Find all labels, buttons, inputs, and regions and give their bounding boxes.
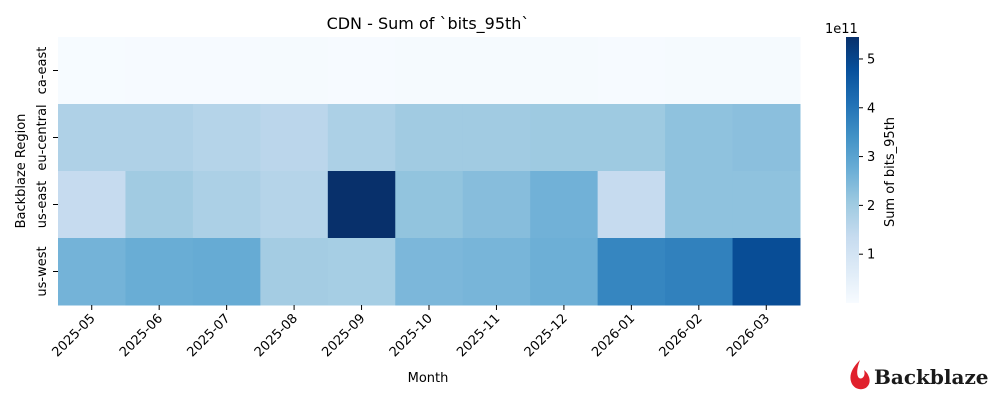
backblaze-logo: Backblaze	[850, 360, 989, 390]
x-tick-label: 2025-08	[252, 311, 301, 360]
heatmap-cell	[462, 37, 531, 105]
x-tick-label: 2025-12	[522, 311, 571, 360]
x-tick-label: 2025-11	[454, 311, 503, 360]
heatmap-cell	[125, 37, 194, 105]
colorbar-tick-label: 3	[867, 150, 875, 165]
heatmap-cell	[395, 238, 464, 306]
heatmap-cell	[665, 37, 734, 105]
heatmap-cell	[462, 238, 531, 306]
y-axis-label: Backblaze Region	[14, 114, 29, 229]
x-axis-label: Month	[408, 371, 449, 386]
heatmap-cell	[597, 104, 666, 172]
heatmap-cells	[58, 37, 801, 306]
heatmap-cell	[125, 104, 194, 172]
heatmap-cell	[462, 104, 531, 172]
heatmap-cell	[260, 238, 329, 306]
y-tick-label: ca-east	[35, 47, 50, 95]
heatmap-cell	[260, 37, 329, 105]
x-tick-label: 2026-03	[724, 311, 773, 360]
x-tick-label: 2025-07	[184, 311, 233, 360]
colorbar-tick-label: 1	[867, 248, 875, 263]
heatmap-cell	[327, 37, 396, 105]
x-tick-label: 2025-06	[117, 311, 166, 360]
colorbar	[846, 37, 859, 303]
colorbar-tick-group: 1 2 3 4 5	[859, 52, 875, 263]
heatmap-cell	[395, 104, 464, 172]
heatmap-cell	[192, 37, 261, 105]
heatmap-cell	[665, 104, 734, 172]
x-tick-group: 2025-05 2025-06 2025-07 2025-08 2025-09 2025-…	[50, 305, 773, 360]
colorbar-label: Sum of bits_95th	[883, 117, 898, 227]
heatmap-cell	[530, 238, 599, 306]
heatmap-cell	[260, 171, 329, 239]
flame-icon	[850, 360, 870, 390]
y-tick-label: us-east	[35, 181, 50, 229]
heatmap-cell	[125, 238, 194, 306]
x-tick-label: 2025-05	[50, 311, 99, 360]
y-tick-label: eu-central	[35, 104, 50, 170]
heatmap-cell	[260, 104, 329, 172]
heatmap-cell	[732, 37, 801, 105]
heatmap-cell	[530, 37, 599, 105]
heatmap-cell	[192, 238, 261, 306]
colorbar-tick-label: 2	[867, 199, 875, 214]
colorbar-tick-label: 5	[867, 52, 875, 67]
chart-title: CDN - Sum of `bits_95th`	[327, 14, 530, 34]
heatmap-cell	[327, 238, 396, 306]
heatmap-cell	[597, 171, 666, 239]
heatmap-cell	[58, 104, 126, 172]
heatmap-cell	[462, 171, 531, 239]
x-tick-label: 2026-02	[657, 311, 706, 360]
x-tick-label: 2025-10	[387, 311, 436, 360]
heatmap-cell	[732, 171, 801, 239]
heatmap-cell	[58, 37, 126, 105]
colorbar-multiplier: 1e11	[825, 22, 858, 37]
heatmap-cell	[395, 171, 464, 239]
heatmap-cell	[327, 171, 396, 239]
heatmap-cell	[732, 238, 801, 306]
x-tick-label: 2026-01	[589, 311, 638, 360]
heatmap-cell	[125, 171, 194, 239]
logo-text: Backblaze	[874, 365, 989, 389]
heatmap-cell	[597, 37, 666, 105]
x-tick-label: 2025-09	[319, 311, 368, 360]
heatmap-cell	[192, 171, 261, 239]
y-tick-label: us-west	[35, 246, 50, 296]
heatmap-cell	[395, 37, 464, 105]
heatmap-cell	[665, 171, 734, 239]
heatmap-cell	[530, 104, 599, 172]
heatmap-cell	[665, 238, 734, 306]
heatmap-cell	[530, 171, 599, 239]
heatmap-cell	[58, 238, 126, 306]
heatmap-cell	[732, 104, 801, 172]
heatmap-cell	[597, 238, 666, 306]
y-tick-group: ca-east eu-central us-east us-west	[35, 47, 58, 297]
heatmap-cell	[58, 171, 126, 239]
heatmap-cell	[327, 104, 396, 172]
heatmap-cell	[192, 104, 261, 172]
colorbar-tick-label: 4	[867, 101, 875, 116]
